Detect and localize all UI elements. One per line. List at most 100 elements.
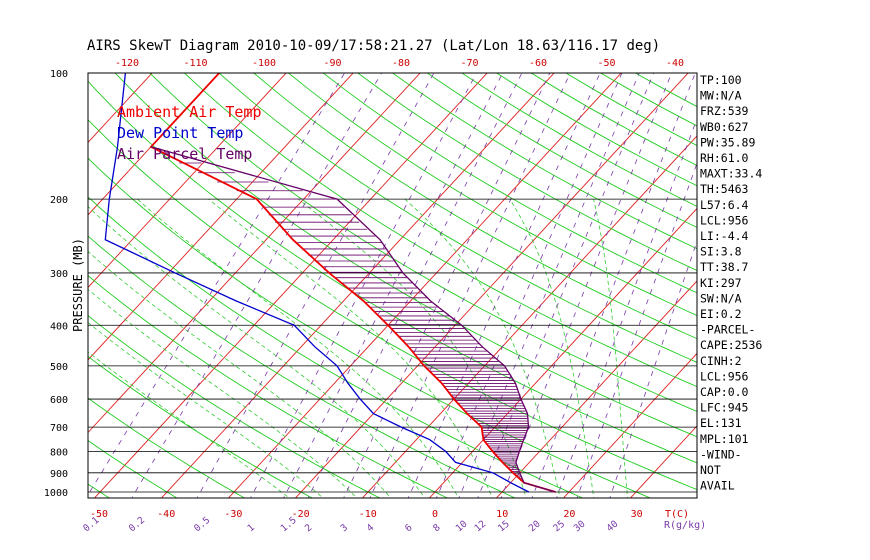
plot-frame <box>87 72 698 499</box>
legend: Ambient Air Temp Dew Point Temp Air Parcel… <box>117 103 262 163</box>
pressure-tick-label: 500 <box>50 362 68 373</box>
dry-adiabat-line <box>88 235 517 498</box>
pressure-tick-label: 300 <box>50 269 68 280</box>
mixing-ratio-line <box>196 73 435 498</box>
top-temp-tick-label: -110 <box>183 58 207 69</box>
moist-adiabat-line <box>88 206 426 498</box>
bottom-temp-tick-label: -40 <box>157 509 175 520</box>
dry-adiabat-line <box>88 196 584 498</box>
index-entry: MW:N/A <box>700 89 742 103</box>
dry-adiabat-line <box>149 73 697 412</box>
index-entry: LCL:956 <box>700 369 749 383</box>
dry-adiabat-line <box>322 73 697 294</box>
index-entry: -WIND- <box>700 447 742 461</box>
index-entry: -PARCEL- <box>700 323 755 337</box>
isotherm-line <box>562 352 697 498</box>
isotherm-line <box>227 73 622 498</box>
isotherm-line <box>88 73 421 434</box>
top-temp-tick-label: -70 <box>460 58 478 69</box>
isotherm-line <box>88 73 354 361</box>
index-entry: L57:6.4 <box>700 198 749 212</box>
mixing-ratio-line <box>477 73 655 498</box>
bottom-temp-tick-label: 30 <box>631 509 643 520</box>
dry-adiabat-line <box>88 440 178 498</box>
dry-adiabat-line <box>530 73 697 166</box>
isotherm-line <box>495 280 697 498</box>
bottom-temp-tick-label: -30 <box>224 509 242 520</box>
pressure-tick-label: 1000 <box>44 488 68 499</box>
chart-title: AIRS SkewT Diagram 2010-10-09/17:58:21.2… <box>87 38 660 54</box>
dry-adiabat-line <box>88 80 697 464</box>
bottom-temp-tick-label: 20 <box>563 509 575 520</box>
isotherm-line <box>428 207 697 498</box>
isotherm-line <box>0 54 36 501</box>
pressure-tick-label: 200 <box>50 195 68 206</box>
index-entry: LCL:956 <box>700 213 749 227</box>
mixing-ratio-tick-label: 0.5 <box>192 515 212 534</box>
legend-entry: Air Parcel Temp <box>117 145 252 163</box>
background-grid <box>0 54 697 501</box>
dry-adiabat-line <box>88 157 652 498</box>
top-temp-tick-label: -50 <box>597 58 615 69</box>
mixing-ratio-line <box>307 73 523 498</box>
mixing-ratio-tick-label: 0.2 <box>127 515 147 534</box>
mixing-ratio-tick-label: 1 <box>245 522 257 534</box>
mixing-ratio-tick-label: 25 <box>551 519 567 535</box>
index-entry: SI:3.8 <box>700 245 742 259</box>
moist-adiabat-line <box>404 198 561 498</box>
index-entry: MAXT:33.4 <box>700 167 762 181</box>
dry-adiabat-line <box>357 73 697 272</box>
isotherm-line <box>294 73 689 498</box>
moist-adiabat-line <box>593 199 628 498</box>
top-temp-tick-label: -120 <box>115 58 139 69</box>
pressure-tick-label: 400 <box>50 321 68 332</box>
index-entry: LI:-4.4 <box>700 229 749 243</box>
moist-adiabat-line <box>88 351 290 498</box>
mixing-ratio-tick-label: 20 <box>527 518 543 534</box>
profile-series <box>104 73 556 493</box>
moist-adiabat-line <box>208 198 493 498</box>
isotherm-line <box>93 73 488 498</box>
index-entry: CAP:0.0 <box>700 385 749 399</box>
temp-unit-label: T(C) <box>665 509 689 520</box>
moist-adiabat-line <box>88 250 392 498</box>
mixing-ratio-tick-label: 10 <box>454 518 470 534</box>
isotherm-line <box>88 73 153 144</box>
index-entry: WB0:627 <box>700 120 749 134</box>
index-entry: MPL:101 <box>700 432 749 446</box>
mixing-ratio-line <box>369 73 571 498</box>
mixing-ratio-line <box>283 73 504 498</box>
mixing-ratio-tick-label: 15 <box>496 519 512 535</box>
pressure-tick-label: 600 <box>50 395 68 406</box>
mixing-ratio-tick-label: 6 <box>403 522 415 534</box>
ambient-temp-line <box>149 73 556 493</box>
legend-entry: Ambient Air Temp <box>117 103 262 121</box>
dry-adiabat-line <box>0 54 46 501</box>
mixing-ratio-tick-label: 3 <box>339 522 350 534</box>
dry-adiabat-line <box>287 73 697 316</box>
index-entry: SW:N/A <box>700 291 742 305</box>
moist-adiabat-line <box>88 288 358 498</box>
bottom-temp-tick-label: 0 <box>432 509 438 520</box>
moist-adiabat-line <box>297 198 527 498</box>
dry-adiabat-line <box>183 73 697 388</box>
mixing-ratio-line <box>500 73 672 498</box>
isotherm-line <box>88 73 287 289</box>
top-temp-tick-label: -90 <box>323 58 341 69</box>
y-axis-label: PRESSURE (MB) <box>71 238 85 332</box>
dry-adiabat-line <box>88 397 246 498</box>
index-entry: FRZ:539 <box>700 104 749 118</box>
bottom-temp-tick-label: 10 <box>496 509 508 520</box>
mixing-ratio-tick-label: 4 <box>365 522 377 534</box>
mixing-ratio-line <box>435 73 623 498</box>
index-entry: RH:61.0 <box>700 151 749 165</box>
index-entry: KI:297 <box>700 276 742 290</box>
top-temp-tick-label: -40 <box>666 58 684 69</box>
bottom-temp-tick-label: -10 <box>359 509 377 520</box>
mixing-ratio-tick-label: 2 <box>303 522 314 534</box>
index-entry: PW:35.89 <box>700 135 755 149</box>
index-entry: TP:100 <box>700 73 742 87</box>
plot-border <box>87 72 698 499</box>
